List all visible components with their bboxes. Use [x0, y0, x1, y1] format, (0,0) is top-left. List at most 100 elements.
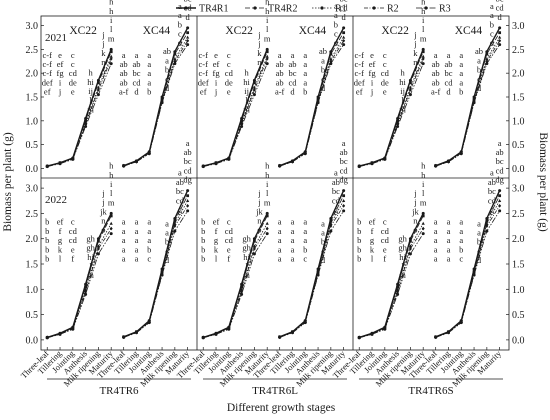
series-line-r3	[123, 210, 188, 338]
significance-letter: a	[122, 226, 126, 236]
significance-letter: i	[371, 77, 374, 87]
significance-letter: h	[400, 68, 405, 78]
series-line-r2	[47, 228, 112, 338]
significance-letter: b	[357, 226, 361, 236]
y-tick-label: 2.5	[512, 209, 525, 220]
significance-letter: e	[71, 87, 75, 97]
significance-letter: a	[459, 217, 463, 227]
significance-letter: ab	[488, 177, 496, 187]
series-line-r3	[203, 233, 268, 339]
significance-letter: k	[214, 244, 219, 254]
significance-letter: g	[370, 235, 375, 245]
data-point	[485, 62, 489, 66]
series-line-tr4r2	[435, 32, 500, 166]
significance-letter: b	[201, 253, 205, 263]
significance-letter: m	[108, 197, 115, 207]
significance-letter: m	[108, 33, 115, 43]
significance-letter: ab	[475, 46, 483, 56]
variety-label: XC22	[69, 25, 97, 37]
significance-letter: cd	[132, 77, 141, 87]
significance-letter: a	[334, 10, 338, 20]
data-point	[84, 285, 88, 289]
significance-letter: m	[420, 197, 427, 207]
data-point	[134, 331, 138, 335]
data-point	[173, 62, 177, 66]
y-tick-label: 2.0	[26, 234, 39, 245]
significance-letter: cd	[496, 3, 505, 13]
data-point	[109, 50, 113, 54]
series-line-tr4r1	[358, 213, 424, 339]
data-point	[446, 160, 450, 164]
significance-letter: hi	[243, 77, 250, 87]
significance-letter: k	[257, 48, 262, 58]
significance-letter: c	[227, 217, 231, 227]
significance-letter: bc	[496, 156, 504, 166]
series-line-r1	[203, 223, 268, 338]
year-label: 2022	[45, 194, 67, 206]
data-point	[421, 214, 425, 218]
data-point	[396, 116, 400, 120]
significance-letter: a	[459, 235, 463, 245]
data-point	[84, 125, 88, 129]
significance-letter: de	[381, 77, 389, 87]
significance-letter: o	[101, 66, 105, 76]
series-line-r1	[435, 37, 500, 166]
data-point	[342, 204, 346, 208]
data-point	[342, 31, 346, 35]
significance-letter: ef	[57, 217, 64, 227]
significance-letter: k	[413, 48, 418, 58]
data-point	[357, 165, 361, 169]
data-point	[201, 336, 205, 340]
data-point	[134, 160, 138, 164]
series-line-r3	[123, 44, 188, 167]
significance-letter: ef	[356, 87, 363, 97]
significance-letter: a	[447, 235, 451, 245]
series-line-r1	[123, 200, 188, 338]
significance-letter: c	[165, 246, 169, 256]
significance-letter: c	[178, 29, 182, 39]
significance-letter: o	[413, 66, 417, 76]
series-line-r1	[279, 37, 344, 166]
series-line-r3	[203, 63, 268, 167]
series-line-r2	[359, 58, 424, 167]
significance-letter: c	[303, 253, 307, 263]
significance-letter: f	[371, 226, 374, 236]
significance-letter: a	[278, 235, 282, 245]
significance-letter: c	[71, 50, 75, 60]
data-point	[71, 327, 75, 331]
significance-letter: a	[321, 227, 325, 237]
significance-letter: a	[434, 235, 438, 245]
significance-letter: a	[278, 50, 282, 60]
data-point	[265, 226, 269, 231]
y-tick-label: 2.5	[26, 209, 39, 220]
data-point	[45, 336, 49, 340]
significance-letter: d	[165, 255, 170, 265]
data-point	[498, 26, 502, 30]
significance-letter: cd	[69, 68, 78, 78]
data-point	[240, 119, 244, 123]
significance-letter: ef	[213, 59, 220, 69]
significance-letter: e	[227, 87, 231, 97]
significance-letter: hi	[243, 252, 250, 262]
data-point	[459, 152, 463, 156]
significance-letter: cd	[488, 195, 497, 205]
significance-letter: cd	[225, 226, 234, 236]
significance-letter: m	[243, 270, 250, 280]
significance-letter: b	[201, 244, 205, 254]
significance-letter: l	[59, 253, 62, 263]
significance-letter: b	[357, 217, 361, 227]
significance-letter: b	[357, 244, 361, 254]
series-line-tr4r2	[203, 215, 268, 338]
significance-letter: d	[290, 87, 295, 97]
significance-letter: a	[303, 77, 307, 87]
data-point	[252, 247, 256, 251]
data-point	[409, 239, 412, 243]
significance-letter: c	[227, 59, 231, 69]
significance-letter: ef	[44, 87, 51, 97]
data-point	[227, 327, 231, 331]
significance-letter: cd	[496, 165, 505, 175]
data-point	[485, 224, 489, 228]
significance-letter: c	[459, 253, 463, 263]
significance-letter: h	[265, 170, 270, 180]
significance-letter: bc	[340, 156, 348, 166]
